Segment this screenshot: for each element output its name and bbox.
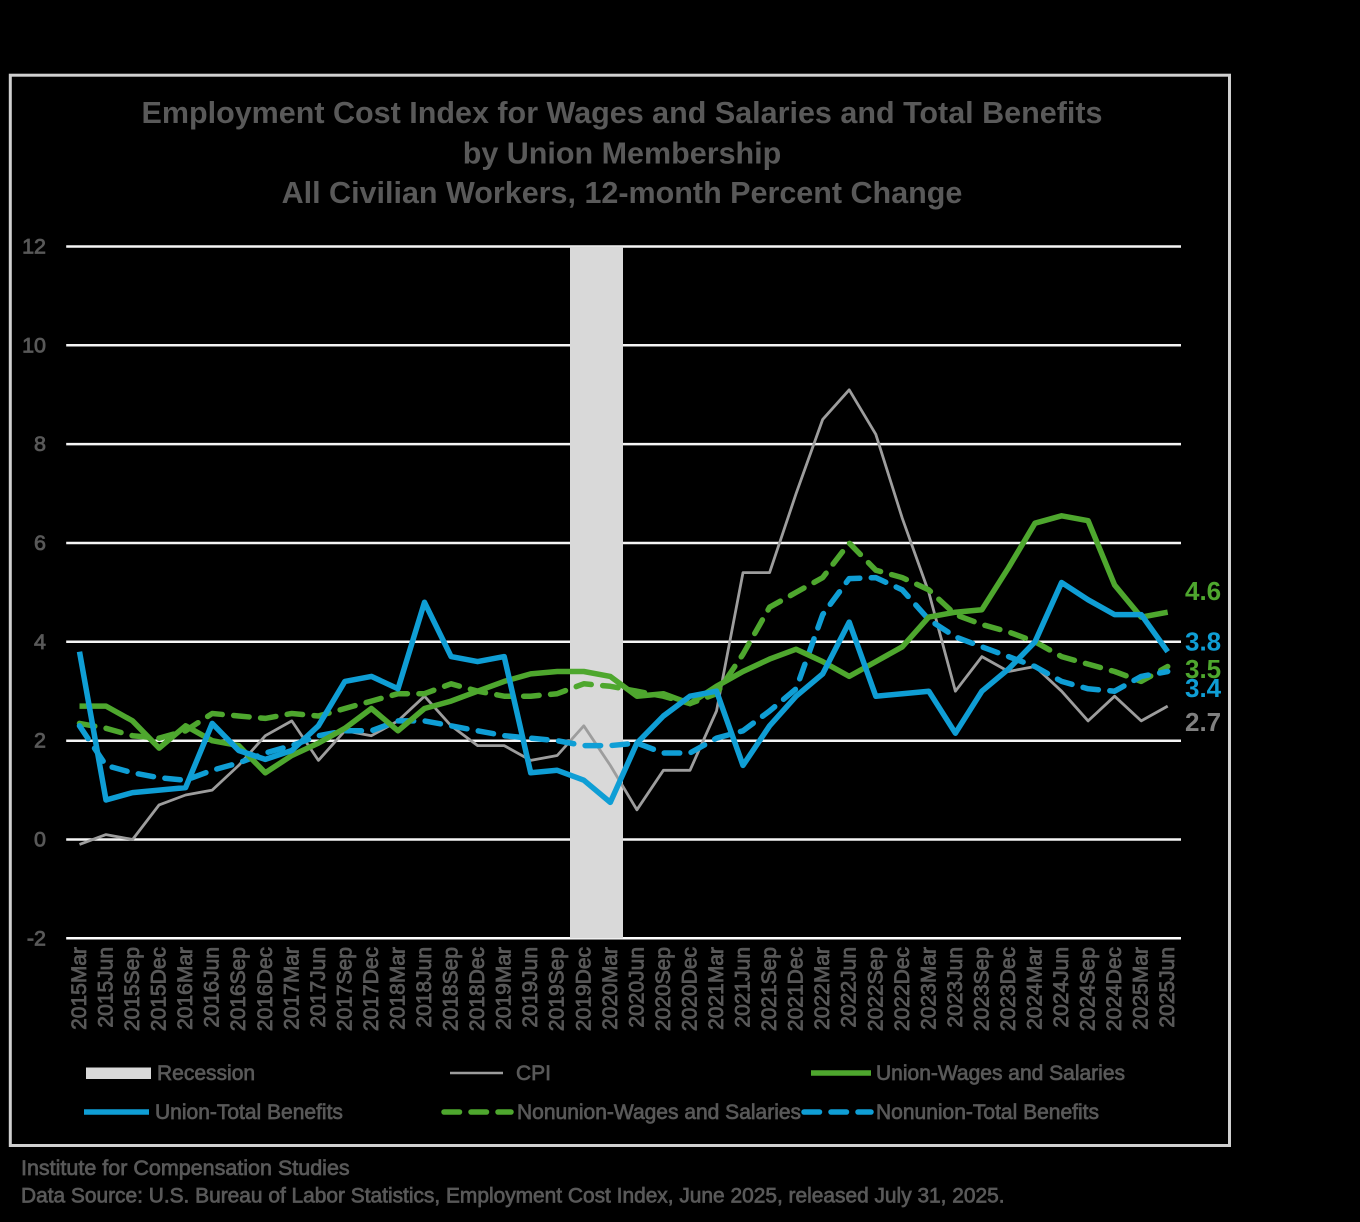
svg-text:2024Sep: 2024Sep — [1077, 947, 1100, 1031]
svg-text:2021Jun: 2021Jun — [732, 947, 755, 1028]
svg-text:2022Mar: 2022Mar — [811, 947, 834, 1030]
svg-text:2018Sep: 2018Sep — [440, 947, 463, 1031]
svg-text:2023Jun: 2023Jun — [944, 947, 967, 1028]
svg-text:4.6: 4.6 — [1185, 576, 1221, 606]
svg-text:10: 10 — [22, 333, 46, 357]
svg-text:2025Jun: 2025Jun — [1156, 947, 1179, 1028]
svg-text:2015Sep: 2015Sep — [121, 947, 144, 1031]
svg-text:2016Jun: 2016Jun — [201, 947, 224, 1028]
svg-text:Data Source: U.S. Bureau of La: Data Source: U.S. Bureau of Labor Statis… — [21, 1185, 1005, 1208]
svg-text:2019Sep: 2019Sep — [546, 947, 569, 1031]
svg-text:Nonunion-Total Benefits: Nonunion-Total Benefits — [876, 1101, 1099, 1124]
svg-text:-2: -2 — [27, 926, 46, 950]
svg-text:2021Mar: 2021Mar — [705, 947, 728, 1030]
svg-text:3.4: 3.4 — [1185, 673, 1222, 703]
svg-text:4: 4 — [34, 630, 46, 654]
svg-text:2015Jun: 2015Jun — [95, 947, 118, 1028]
svg-text:Institute for Compensation Stu: Institute for Compensation Studies — [21, 1156, 350, 1180]
svg-text:Recession: Recession — [157, 1062, 255, 1085]
svg-text:2023Mar: 2023Mar — [917, 947, 940, 1030]
svg-text:2.7: 2.7 — [1185, 707, 1221, 737]
svg-text:2022Dec: 2022Dec — [891, 947, 914, 1031]
svg-text:2024Dec: 2024Dec — [1103, 947, 1126, 1031]
svg-text:Union-Wages and Salaries: Union-Wages and Salaries — [876, 1062, 1125, 1085]
svg-text:2022Sep: 2022Sep — [864, 947, 887, 1031]
svg-text:2016Sep: 2016Sep — [227, 947, 250, 1031]
svg-text:2017Dec: 2017Dec — [360, 947, 383, 1031]
svg-text:Union-Total Benefits: Union-Total Benefits — [155, 1101, 343, 1124]
svg-text:2018Mar: 2018Mar — [387, 947, 410, 1030]
svg-text:2020Dec: 2020Dec — [679, 947, 702, 1031]
svg-text:2025Mar: 2025Mar — [1130, 947, 1153, 1030]
svg-text:by Union Membership: by Union Membership — [463, 137, 782, 171]
svg-text:2019Jun: 2019Jun — [519, 947, 542, 1028]
svg-text:3.8: 3.8 — [1185, 627, 1221, 657]
svg-text:2020Jun: 2020Jun — [625, 947, 648, 1028]
svg-text:2020Mar: 2020Mar — [599, 947, 622, 1030]
svg-text:2024Mar: 2024Mar — [1024, 947, 1047, 1030]
svg-text:2017Mar: 2017Mar — [280, 947, 303, 1030]
svg-text:2019Mar: 2019Mar — [493, 947, 516, 1030]
svg-text:2018Jun: 2018Jun — [413, 947, 436, 1028]
svg-text:CPI: CPI — [516, 1062, 551, 1085]
svg-text:Employment Cost Index for Wage: Employment Cost Index for Wages and Sala… — [142, 96, 1103, 130]
svg-text:0: 0 — [34, 828, 46, 852]
svg-text:2024Jun: 2024Jun — [1050, 947, 1073, 1028]
svg-text:2: 2 — [34, 729, 46, 753]
svg-text:2015Dec: 2015Dec — [148, 947, 171, 1031]
svg-text:2022Jun: 2022Jun — [838, 947, 861, 1028]
svg-text:2015Mar: 2015Mar — [68, 947, 91, 1030]
svg-text:All Civilian Workers, 12-month: All Civilian Workers, 12-month Percent C… — [282, 176, 963, 210]
svg-text:2016Dec: 2016Dec — [254, 947, 277, 1031]
svg-text:Nonunion-Wages and Salaries: Nonunion-Wages and Salaries — [517, 1101, 801, 1124]
svg-text:2023Dec: 2023Dec — [997, 947, 1020, 1031]
svg-text:6: 6 — [34, 531, 46, 555]
svg-text:2017Sep: 2017Sep — [333, 947, 356, 1031]
svg-text:3.5: 3.5 — [1185, 654, 1221, 684]
svg-text:2021Sep: 2021Sep — [758, 947, 781, 1031]
svg-text:8: 8 — [34, 432, 46, 456]
svg-text:2016Mar: 2016Mar — [174, 947, 197, 1030]
svg-text:2018Dec: 2018Dec — [466, 947, 489, 1031]
svg-text:2021Dec: 2021Dec — [785, 947, 808, 1031]
svg-text:2020Sep: 2020Sep — [652, 947, 675, 1031]
svg-text:2019Dec: 2019Dec — [572, 947, 595, 1031]
svg-text:12: 12 — [22, 235, 46, 259]
svg-text:2023Sep: 2023Sep — [970, 947, 993, 1031]
svg-text:2017Jun: 2017Jun — [307, 947, 330, 1028]
